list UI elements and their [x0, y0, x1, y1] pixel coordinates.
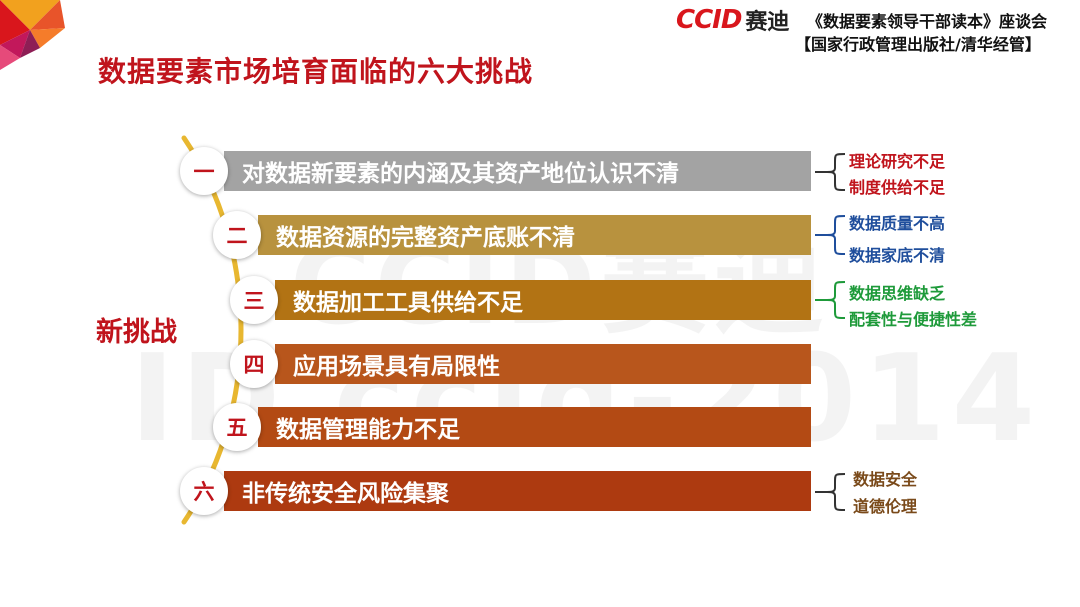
note-2-line-2: 数据家底不清: [849, 246, 946, 265]
challenge-number-2: 二: [213, 211, 261, 259]
page-title: 数据要素市场培育面临的六大挑战: [98, 55, 534, 88]
ccid-logo: CCID 赛迪: [676, 4, 789, 36]
challenge-text-4: 应用场景具有局限性: [293, 354, 500, 380]
note-2-line-1: 数据质量不高: [849, 214, 946, 233]
logo-ccid-text: CCID: [676, 5, 742, 35]
challenge-bar-5: 数据管理能力不足: [258, 407, 811, 447]
header-publisher: 【国家行政管理出版社/清华经管】: [795, 35, 1041, 54]
challenge-text-3: 数据加工工具供给不足: [293, 290, 523, 316]
note-1-line-1: 理论研究不足: [849, 152, 946, 171]
challenge-bar-6: 非传统安全风险集聚: [224, 471, 811, 511]
challenge-text-5: 数据管理能力不足: [276, 417, 460, 443]
header-event-title: 《数据要素领导干部读本》座谈会: [807, 12, 1048, 31]
note-1-line-2: 制度供给不足: [849, 178, 946, 197]
challenge-text-2: 数据资源的完整资产底账不清: [276, 225, 575, 251]
note-4-line-2: 道德伦理: [853, 497, 918, 516]
note-4-line-1: 数据安全: [853, 470, 918, 489]
side-label: 新挑战: [96, 317, 177, 348]
note-3-line-2: 配套性与便捷性差: [849, 310, 978, 329]
corner-decoration: [0, 0, 65, 70]
logo-cn-text: 赛迪: [745, 10, 790, 35]
challenge-number-4: 四: [230, 340, 278, 388]
challenge-number-5: 五: [213, 403, 261, 451]
challenge-text-6: 非传统安全风险集聚: [242, 481, 449, 507]
bracket-1: [815, 153, 846, 191]
challenge-bar-4: 应用场景具有局限性: [275, 344, 811, 384]
challenge-bar-2: 数据资源的完整资产底账不清: [258, 215, 811, 255]
challenge-number-6: 六: [180, 467, 228, 515]
challenge-number-1: 一: [180, 147, 228, 195]
bracket-4: [815, 473, 846, 511]
note-3-line-1: 数据思维缺乏: [849, 284, 946, 303]
challenge-text-1: 对数据新要素的内涵及其资产地位认识不清: [242, 161, 679, 187]
challenge-bar-3: 数据加工工具供给不足: [275, 280, 811, 320]
challenge-bar-1: 对数据新要素的内涵及其资产地位认识不清: [224, 151, 811, 191]
bracket-3: [815, 281, 846, 319]
challenge-number-3: 三: [230, 276, 278, 324]
bracket-2: [815, 215, 846, 255]
